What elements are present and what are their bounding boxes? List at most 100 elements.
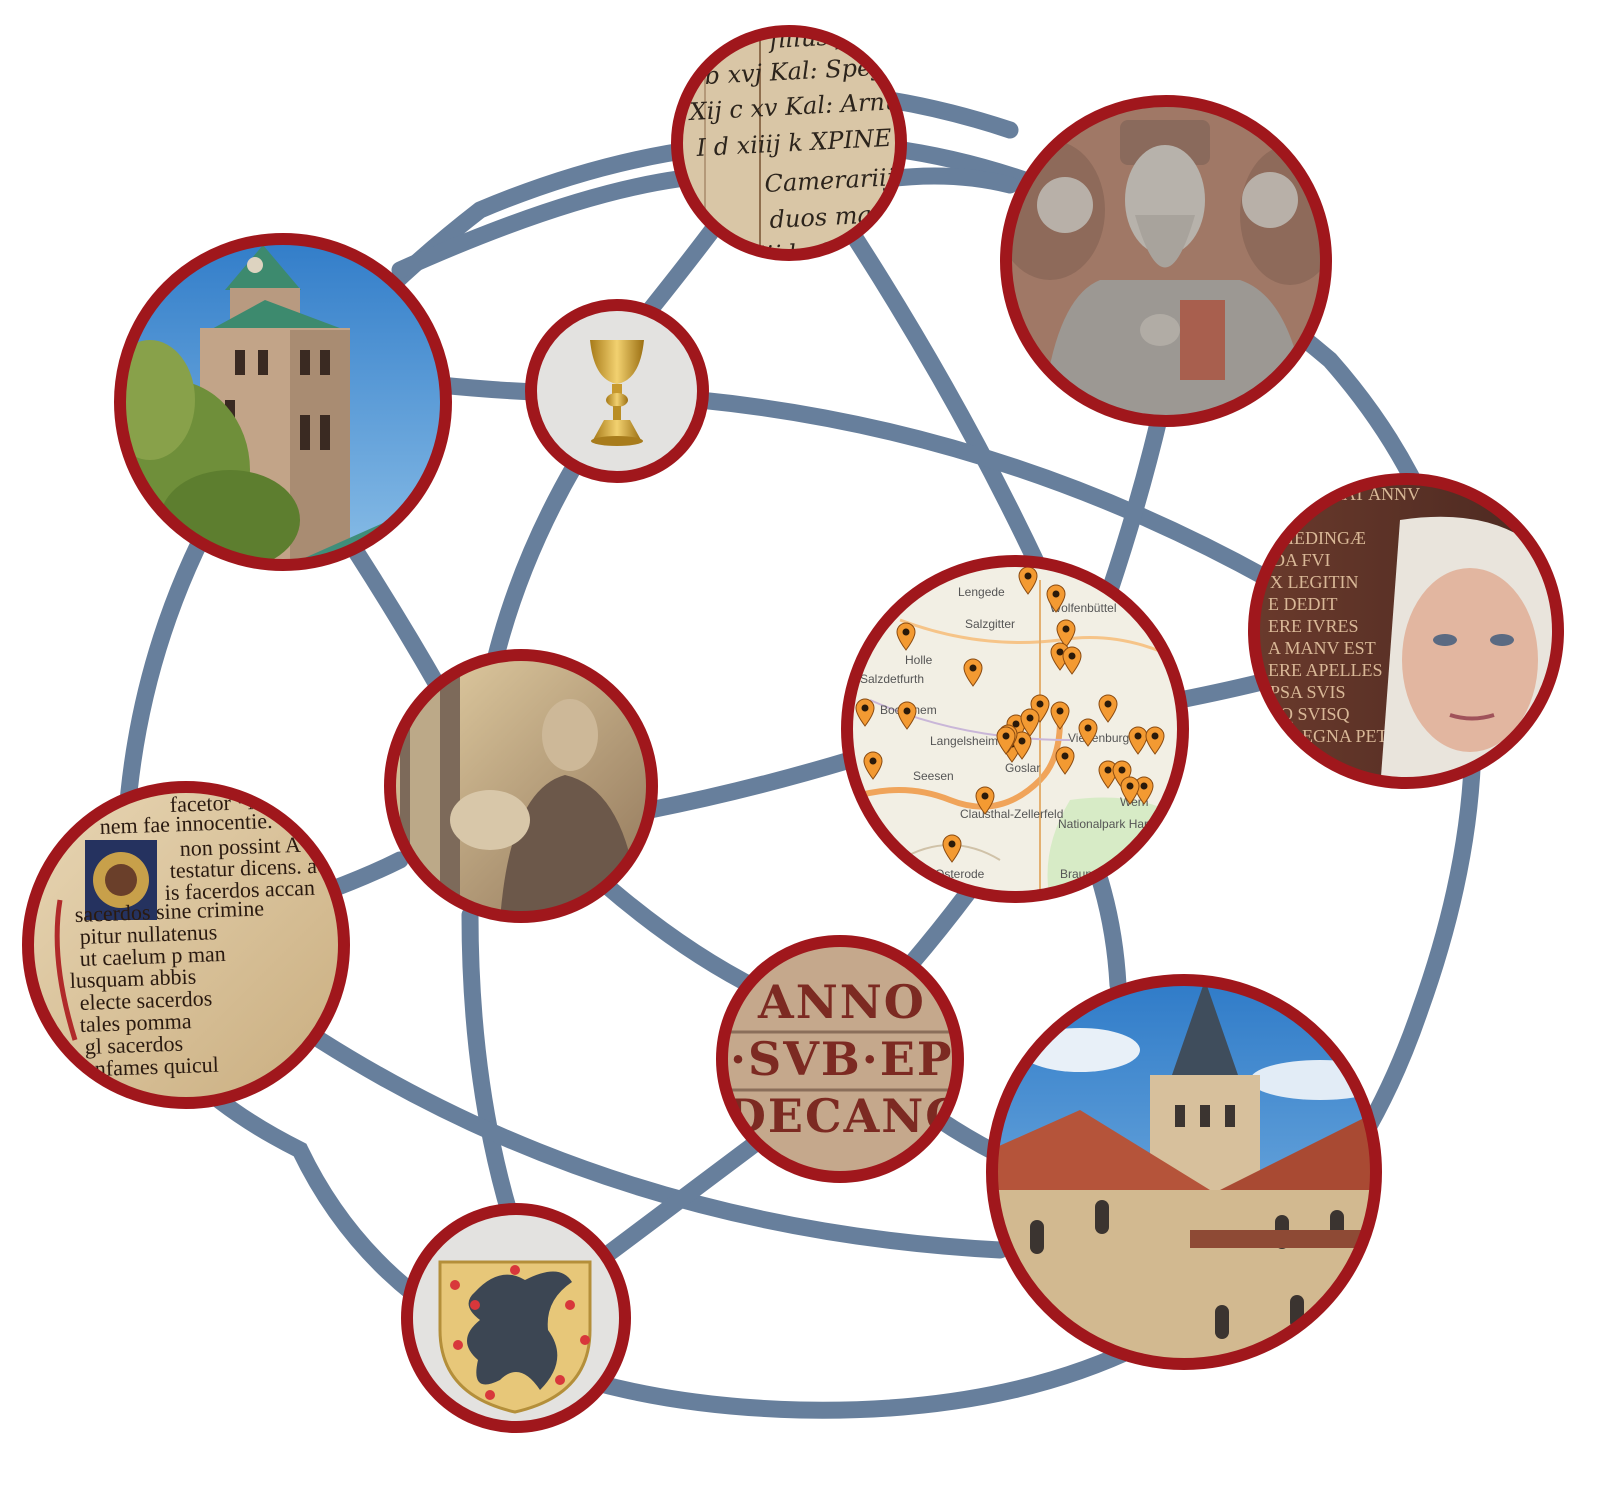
map-place-label: d Salzdetfurth <box>850 672 924 686</box>
coat-of-arms-icon <box>438 1260 592 1414</box>
epitaph-relief-node[interactable] <box>995 95 1340 440</box>
map-place-label: Seesen <box>913 769 954 783</box>
portrait-line: REGNA PETAT <box>1290 726 1408 746</box>
map-pin-icon[interactable] <box>863 751 883 780</box>
map-pin-icon[interactable] <box>855 698 875 727</box>
map-pin-symbol-icon <box>1068 652 1076 660</box>
map-pin-icon[interactable] <box>1046 584 1066 613</box>
map-node[interactable]: Lengede Salzgitter Wolfenbüttel Holle d Salz… <box>841 555 1189 903</box>
map-pin-symbol-icon <box>861 704 869 712</box>
map-pin-symbol-icon <box>969 664 977 672</box>
manuscript-line: pitur nullatenus <box>79 919 217 949</box>
chalice-node[interactable] <box>525 299 709 483</box>
map-pin-icon[interactable] <box>1120 776 1140 805</box>
map-place-label: Clausthal-Zellerfeld <box>960 807 1063 821</box>
coat-of-arms-node[interactable] <box>401 1203 631 1433</box>
map-place-label: Nationalpark Harz <box>1058 817 1154 831</box>
manuscript-line: testatur dicens. ac <box>169 853 327 883</box>
portrait-line: MEDINGÆ <box>1278 528 1366 548</box>
edge-map-church <box>1091 871 1127 994</box>
portrait-line: Q SVISQ <box>1280 704 1350 724</box>
edge-statue-inscription <box>591 871 769 999</box>
map-pin-icon[interactable] <box>1055 746 1075 775</box>
map-pin-icon[interactable] <box>1020 708 1040 737</box>
map-pin-icon[interactable] <box>1050 701 1070 730</box>
statue-node[interactable] <box>384 649 658 923</box>
edge-chalice-statue <box>486 456 584 669</box>
map-pin-symbol-icon <box>1061 752 1069 760</box>
map-pin-icon[interactable] <box>1056 619 1076 648</box>
coat-of-arms-ring <box>401 1203 631 1433</box>
edge-inscription-arms <box>591 1131 769 1269</box>
map-pin-icon[interactable] <box>1145 726 1165 755</box>
portrait-line: A MANV EST <box>1268 638 1376 658</box>
edge-chalice-portrait <box>691 391 1279 589</box>
map-pin-icon[interactable] <box>896 622 916 651</box>
map-pin-symbol-icon <box>1134 732 1142 740</box>
portrait-line: PSA SVIS <box>1270 682 1346 702</box>
edge-statue-arms <box>461 906 519 1224</box>
map-pin-icon[interactable] <box>1128 726 1148 755</box>
manuscript-line: electe sacerdos <box>79 985 212 1015</box>
map-pin-symbol-icon <box>1104 700 1112 708</box>
edge-cathedral-statue <box>346 541 449 699</box>
portrait-line: E DEDIT <box>1268 594 1337 614</box>
map-pin-icon[interactable] <box>942 834 962 863</box>
map-place-label: Holle <box>905 653 933 667</box>
manuscript-ring <box>22 781 350 1109</box>
map-pin-symbol-icon <box>948 840 956 848</box>
map-ring <box>841 555 1189 903</box>
edge-cathedral-chalice <box>431 376 544 401</box>
map-pin-icon[interactable] <box>1078 718 1098 747</box>
map-pin-icon[interactable] <box>897 701 917 730</box>
church-photo-node[interactable] <box>986 974 1390 1370</box>
map-pin-symbol-icon <box>1056 707 1064 715</box>
map-pin-symbol-icon <box>868 834 876 842</box>
manuscript-line: is facerdos accan <box>164 875 315 905</box>
register-line: Camerariij <box>764 163 896 198</box>
edge-statue-map <box>641 751 859 819</box>
map-pin-icon[interactable] <box>1098 694 1118 723</box>
map-pin-symbol-icon <box>1084 724 1092 732</box>
cathedral-tower-node[interactable] <box>90 230 460 580</box>
map-place-label: Lengede <box>958 585 1005 599</box>
map-pin-symbol-icon <box>1018 737 1026 745</box>
epitaph-ring <box>1000 95 1332 427</box>
manuscript-line: lusquam abbis <box>69 964 196 993</box>
map-place-label: Salzgitter <box>965 617 1015 631</box>
manuscript-line: gl sacerdos <box>84 1031 183 1059</box>
inscription-line: DECANO·R <box>726 1089 1026 1143</box>
manuscript-line: ut caelum p man <box>79 941 226 971</box>
inscription-line: ·SVB·EP <box>730 1032 953 1086</box>
portrait-line: ERE APELLES <box>1268 660 1383 680</box>
map-place-label: Goslar <box>1005 761 1040 775</box>
map-pin-symbol-icon <box>1002 732 1010 740</box>
church-photo <box>992 980 1376 1364</box>
chalice-icon <box>590 340 644 446</box>
map-pin-icon[interactable] <box>963 658 983 687</box>
map-pin-icon[interactable] <box>1062 646 1082 675</box>
map-pin-symbol-icon <box>1118 766 1126 774</box>
map-place-label: Wolfenbüttel <box>1050 601 1117 615</box>
map-pin-icon[interactable] <box>975 786 995 815</box>
chalice-ring <box>525 299 709 483</box>
map-pin-symbol-icon <box>1056 648 1064 656</box>
inscription-line: ANNO <box>757 975 926 1029</box>
map-pin-icon[interactable] <box>1012 731 1032 760</box>
edge-cathedral-register <box>391 166 729 279</box>
manuscript-line: tales pomma <box>79 1008 192 1037</box>
map-pin-symbol-icon <box>902 628 910 636</box>
map-pin-symbol-icon <box>1012 720 1020 728</box>
map-pin-icon[interactable] <box>996 726 1016 755</box>
map-image: Lengede Salzgitter Wolfenbüttel Holle d Salz… <box>847 561 1183 897</box>
cathedral-ring <box>114 233 452 571</box>
portrait-line: ERE IVRES <box>1268 616 1359 636</box>
